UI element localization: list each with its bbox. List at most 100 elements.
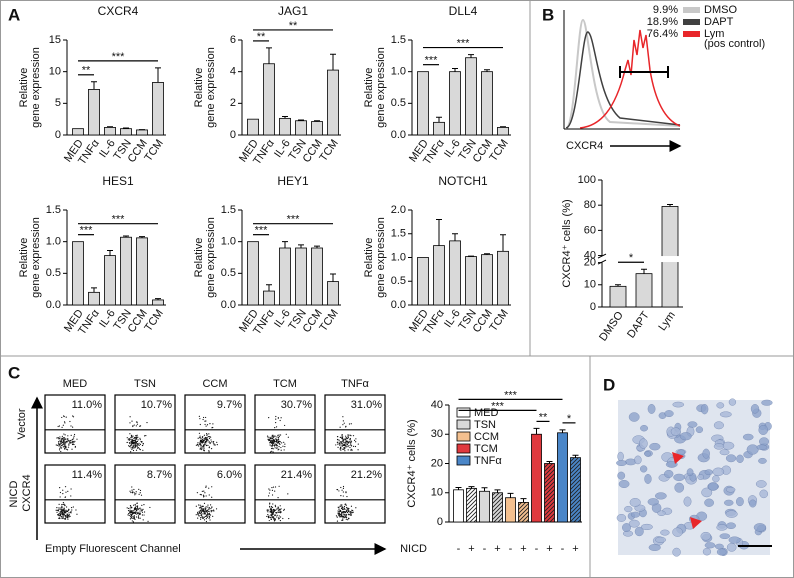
dot <box>64 434 66 436</box>
error-bar <box>155 67 161 83</box>
dot <box>208 447 210 449</box>
bar <box>449 240 461 306</box>
dot <box>349 438 351 440</box>
dot <box>63 445 65 447</box>
cell <box>704 469 714 476</box>
dot <box>339 426 341 428</box>
error-bar <box>641 268 647 274</box>
cell <box>622 523 631 533</box>
x-tick-label: + <box>494 543 500 555</box>
x-tick-label: DMSO <box>597 309 626 343</box>
dot <box>198 510 200 513</box>
arrowhead-marker <box>672 452 684 464</box>
y-tick-label: 0.5 <box>46 267 61 279</box>
dot <box>271 489 274 491</box>
dot <box>203 442 206 444</box>
cell <box>719 533 731 540</box>
dot <box>339 505 341 507</box>
dot <box>135 510 138 512</box>
dot <box>209 436 212 438</box>
y-axis-label: Relative <box>363 238 375 278</box>
cell <box>647 403 656 414</box>
y-tick-label: 6 <box>230 34 236 46</box>
dot <box>132 521 135 523</box>
dot <box>271 515 273 517</box>
dot <box>336 516 338 518</box>
dot <box>336 438 339 441</box>
dot <box>130 491 132 494</box>
dot <box>136 436 138 438</box>
dot <box>345 518 347 520</box>
dot <box>62 446 64 448</box>
dot <box>139 443 142 445</box>
dot <box>344 450 346 452</box>
dot <box>212 423 214 425</box>
y-tick-label: 5 <box>55 97 61 109</box>
cell <box>665 461 678 468</box>
plot-frame <box>44 394 106 454</box>
y-tick-label: 10 <box>584 279 596 291</box>
bar <box>531 433 542 523</box>
legend-label: DAPT <box>704 16 734 28</box>
significance-label: *** <box>425 55 439 67</box>
dot <box>275 418 277 420</box>
cell <box>644 450 651 457</box>
y-axis-label: CXCR4⁺ cells (%) <box>561 199 573 287</box>
dot <box>203 448 205 450</box>
dot <box>339 444 341 446</box>
cell <box>758 437 770 446</box>
chart-title: DLL4 <box>449 4 478 18</box>
dot-plot: 21.4% <box>254 464 316 524</box>
dot <box>209 423 211 425</box>
dot <box>59 491 62 494</box>
dot <box>208 506 210 509</box>
dot <box>61 435 63 437</box>
dot <box>269 503 271 505</box>
dot <box>272 451 274 453</box>
dot <box>278 515 280 517</box>
dot <box>204 509 207 511</box>
dot <box>267 515 269 518</box>
dot <box>210 448 213 450</box>
dot <box>337 512 339 514</box>
dot <box>135 511 137 513</box>
dot <box>62 439 65 442</box>
dot <box>347 436 349 438</box>
y-axis-label: Relative <box>18 68 30 108</box>
x-axis-label: CXCR4 <box>566 140 603 152</box>
dot <box>348 444 350 447</box>
dot <box>58 514 60 517</box>
dot <box>270 508 272 511</box>
x-axis-label: NICD <box>400 543 427 555</box>
error-bar <box>494 489 501 493</box>
dot <box>208 512 211 514</box>
bar <box>609 285 627 308</box>
dot <box>137 511 139 513</box>
dot <box>139 507 141 509</box>
dot <box>57 437 59 439</box>
row-label: Vector <box>16 408 28 440</box>
dot <box>68 515 70 517</box>
dot <box>267 514 269 516</box>
plot-frame <box>254 394 316 454</box>
dot <box>58 503 60 505</box>
x-tick-label: - <box>483 543 487 555</box>
error-bar <box>298 244 304 248</box>
dot <box>70 425 72 427</box>
dot <box>64 511 67 513</box>
dot <box>269 444 271 446</box>
dot <box>342 487 345 489</box>
dot <box>73 433 76 436</box>
dot <box>276 442 278 444</box>
chart-title: HES1 <box>102 174 134 188</box>
dot <box>60 437 62 439</box>
dot <box>348 514 350 516</box>
dot <box>131 511 133 513</box>
dot <box>350 443 352 445</box>
bar <box>263 63 275 136</box>
dot <box>138 444 140 447</box>
dot <box>138 448 141 450</box>
dot <box>66 448 68 450</box>
dot <box>64 515 66 518</box>
